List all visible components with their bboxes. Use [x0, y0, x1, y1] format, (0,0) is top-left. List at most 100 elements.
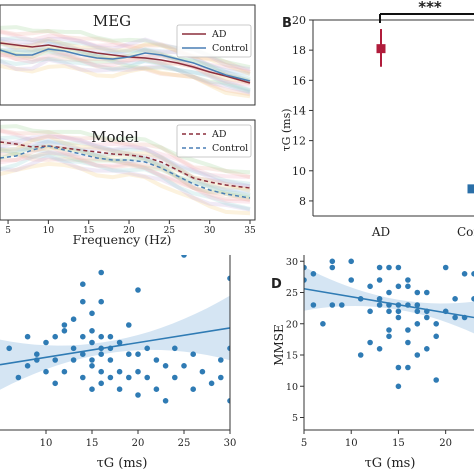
scatter-point [405, 327, 411, 333]
y-tick-label: 20 [292, 14, 306, 27]
scatter-point [190, 351, 196, 358]
scatter-point [386, 333, 392, 340]
model-axes-frame [0, 119, 256, 221]
x-tick-label: 10 [345, 438, 358, 449]
scatter-point [376, 264, 383, 271]
meg-title: MEG [93, 12, 131, 30]
subject-trace [0, 144, 251, 203]
y-tick-label: 20 [286, 319, 298, 330]
scatter-point [376, 302, 383, 308]
scatter-point [452, 296, 458, 302]
scatter-point [98, 351, 104, 358]
scatter-point [227, 345, 230, 352]
scatter-point [144, 345, 150, 352]
panel-d-x-ticks: 5 10 15 20 [301, 430, 452, 449]
scatter-point [135, 351, 141, 358]
scatter-point [208, 380, 215, 387]
scatter-point [367, 283, 373, 290]
scatter-point [80, 333, 86, 340]
scatter-point [227, 398, 230, 404]
scatter-point [181, 255, 187, 258]
regression-line [304, 287, 474, 319]
scatter-point [414, 352, 421, 358]
subject-trace [0, 48, 251, 93]
scatter-point [367, 308, 373, 315]
panel-c-points [6, 255, 230, 404]
scatter-point [61, 322, 68, 328]
subject-trace [0, 57, 251, 95]
x-tick-label: 35 [244, 226, 256, 236]
scatter-point [135, 368, 141, 375]
scatter-point [442, 264, 449, 271]
panel-d-y-label: MMSE [272, 324, 286, 366]
significance-bracket [379, 13, 474, 23]
scatter-point [376, 296, 383, 302]
scatter-point [348, 258, 355, 265]
scatter-point [199, 368, 206, 375]
scatter-point [386, 289, 392, 296]
model-legend-control-label: Control [212, 143, 248, 154]
scatter-point [70, 316, 77, 323]
scatter-point [34, 351, 40, 358]
model-mean-lines [0, 141, 251, 199]
scatter-point [52, 380, 58, 387]
scatter-point [424, 314, 430, 321]
scatter-point [153, 386, 160, 393]
subject-trace [0, 38, 251, 84]
y-tick-label: 18 [292, 44, 306, 57]
scatter-point [70, 357, 77, 363]
x-tick-label: 15 [83, 226, 95, 236]
subject-trace [0, 144, 251, 200]
scatter-point [15, 374, 22, 381]
panel-d: D 5 10 15 20 25 30 5 10 15 20 MMSE τG (ms) [271, 255, 474, 471]
confidence-band [304, 266, 474, 334]
x-tick-label: 5 [5, 226, 11, 236]
panel-d-label: D [271, 277, 282, 292]
scatter-point [135, 392, 141, 398]
scatter-point [116, 339, 123, 346]
panel-c-x-label: τG (ms) [97, 456, 148, 471]
x-tick-label: 15 [86, 438, 99, 449]
y-tick-label: 10 [286, 382, 298, 393]
scatter-point [98, 333, 104, 340]
scatter-point [24, 363, 31, 369]
panel-c-x-ticks: 10 15 20 25 30 [40, 430, 236, 449]
scatter-point [116, 386, 123, 393]
scatter-point [107, 357, 114, 363]
x-tick-label: 10 [40, 438, 53, 449]
scatter-point [181, 363, 187, 369]
subject-trace [0, 147, 251, 197]
scatter-point [153, 357, 160, 363]
panel-d-x-label: τG (ms) [365, 456, 416, 471]
scatter-point [162, 363, 169, 369]
scatter-point [98, 269, 104, 276]
x-tick-label: 20 [123, 226, 135, 236]
scatter-point [61, 368, 68, 375]
subject-trace [0, 48, 251, 92]
scatter-point [405, 277, 411, 283]
scatter-point [329, 264, 336, 271]
scatter-point [310, 271, 317, 277]
subject-trace [0, 56, 251, 94]
scatter-point [395, 364, 402, 371]
panel-b: B 8 10 12 14 16 18 20 τG (ms) *** AD Con [280, 0, 474, 239]
scatter-point [329, 258, 336, 265]
scatter-point [70, 345, 77, 352]
significance-stars: *** [418, 0, 442, 16]
x-tick-label: 5 [301, 438, 307, 449]
scatter-point [98, 298, 104, 305]
subject-trace [0, 64, 251, 99]
x-tick-label: 30 [204, 226, 216, 236]
scatter-point [89, 310, 95, 317]
subject-trace [0, 161, 251, 216]
x-tick-label: 15 [392, 438, 405, 449]
scatter-point [329, 302, 336, 308]
scatter-point [218, 374, 224, 381]
scatter-point [89, 363, 95, 369]
subject-trace [0, 154, 251, 212]
scatter-point [452, 314, 458, 321]
scatter-point [357, 352, 364, 358]
frequency-x-label: Frequency (Hz) [73, 232, 172, 247]
scatter-point [310, 302, 317, 308]
